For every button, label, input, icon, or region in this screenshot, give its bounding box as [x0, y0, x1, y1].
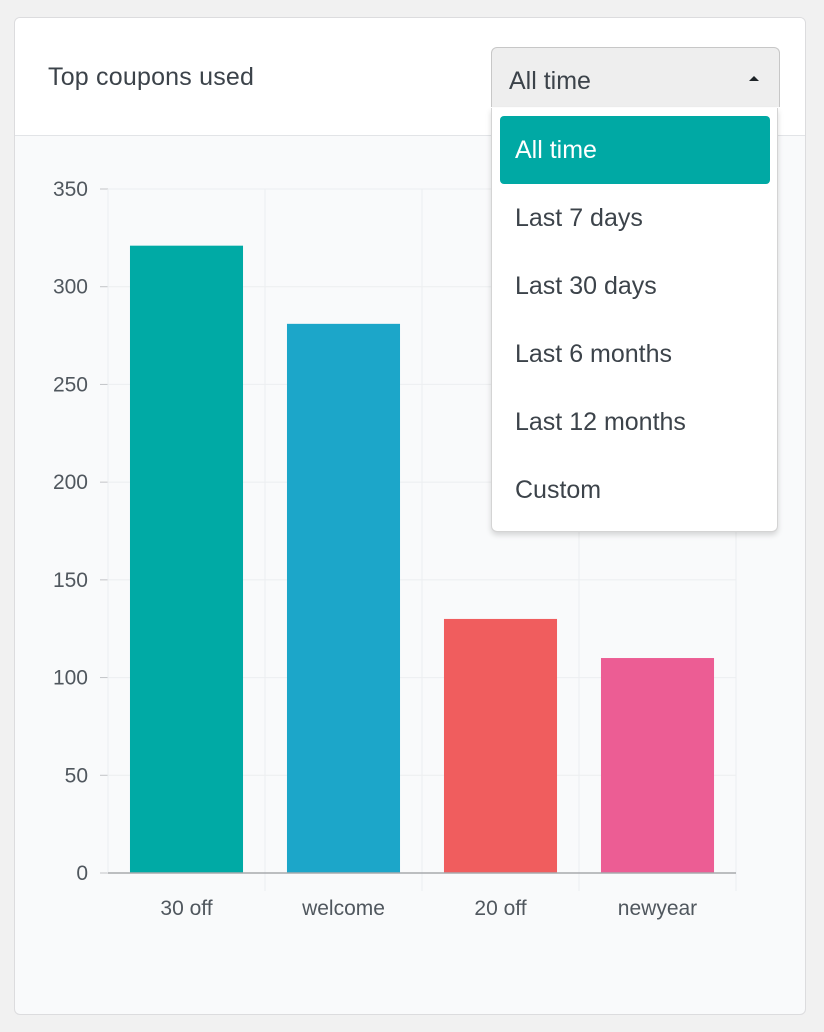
- y-tick-label: 150: [53, 569, 88, 592]
- card-title: Top coupons used: [48, 63, 255, 91]
- x-tick-label: newyear: [618, 897, 697, 920]
- y-tick-label: 200: [53, 471, 88, 494]
- dropdown-option-last-7-days[interactable]: Last 7 days: [515, 204, 643, 232]
- dropdown-option-last-30-days[interactable]: Last 30 days: [515, 272, 657, 300]
- y-tick-label: 100: [53, 667, 88, 690]
- select-value: All time: [509, 67, 591, 95]
- x-tick-label: welcome: [301, 897, 385, 920]
- date-range-dropdown-menu: All time Last 7 days Last 30 days Last 6 mo…: [491, 108, 778, 532]
- bar-30-off[interactable]: [129, 245, 244, 873]
- x-tick-label: 20 off: [474, 897, 526, 920]
- y-tick-label: 0: [76, 862, 88, 885]
- x-tick-label: 30 off: [160, 897, 212, 920]
- caret-up-icon: [739, 48, 769, 108]
- dropdown-option-custom[interactable]: Custom: [515, 476, 602, 504]
- y-tick-label: 350: [53, 178, 88, 201]
- y-tick-label: 250: [53, 373, 88, 396]
- bar-chart: 0 50 100 150 200 250 300 350 30 off welcome 20 off…: [53, 178, 737, 920]
- dropdown-option-last-6-months[interactable]: Last 6 months: [515, 340, 673, 368]
- y-tick-label: 300: [53, 276, 88, 299]
- dropdown-option-all-time[interactable]: All time: [500, 116, 770, 184]
- y-tick-label: 50: [65, 764, 88, 787]
- bar-welcome[interactable]: [286, 323, 401, 873]
- dropdown-option-last-12-months[interactable]: Last 12 months: [515, 408, 686, 436]
- bar-20-off[interactable]: [443, 618, 558, 873]
- bar-newyear[interactable]: [600, 658, 715, 873]
- date-range-select[interactable]: All time: [491, 47, 780, 107]
